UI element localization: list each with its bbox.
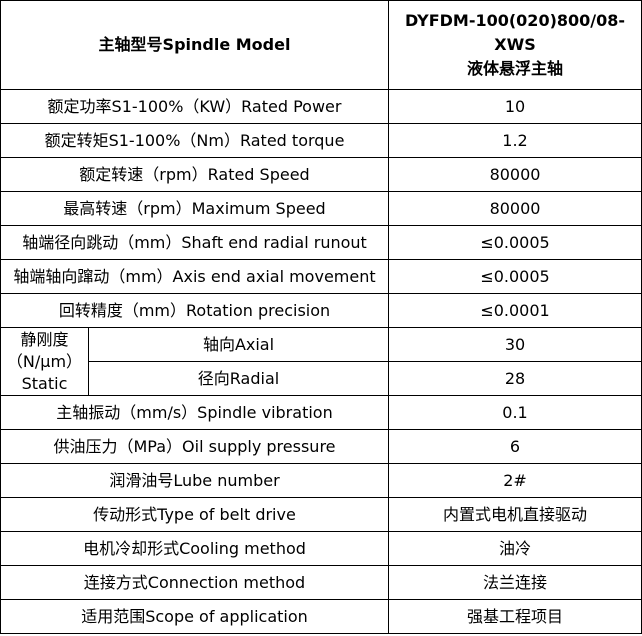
row-value: 80000 [388, 191, 642, 226]
table-row: 额定转矩S1-100%（Nm）Rated torque 1.2 [0, 123, 642, 158]
table-row: 回转精度（mm）Rotation precision ≤0.0001 [0, 293, 642, 328]
row-value: 6 [388, 429, 642, 464]
table-row: 电机冷却形式Cooling method 油冷 [0, 531, 642, 566]
table-row: 静刚度（N/μm）Static 轴向Axial 30 [0, 327, 642, 396]
table-row: 最高转速（rpm）Maximum Speed 80000 [0, 191, 642, 226]
row-label: 额定转矩S1-100%（Nm）Rated torque [0, 123, 390, 158]
row-label: 连接方式Connection method [0, 565, 390, 600]
row-label: 适用范围Scope of application [0, 599, 390, 634]
table-row: 润滑油号Lube number 2# [0, 463, 642, 498]
static-stiffness-label: 静刚度（N/μm）Static [0, 327, 89, 396]
radial-label: 径向Radial [87, 361, 390, 396]
spindle-model-label: 主轴型号Spindle Model [0, 0, 390, 90]
row-label: 轴端轴向蹿动（mm）Axis end axial movement [0, 259, 390, 294]
row-value: 强基工程项目 [388, 599, 642, 634]
axial-label: 轴向Axial [87, 327, 390, 362]
radial-value: 28 [388, 361, 642, 396]
row-value: 10 [388, 89, 642, 124]
row-label: 主轴振动（mm/s）Spindle vibration [0, 395, 390, 430]
table-row: 连接方式Connection method 法兰连接 [0, 565, 642, 600]
row-label: 额定转速（rpm）Rated Speed [0, 157, 390, 192]
header-row: 主轴型号Spindle Model DYFDM-100(020)800/08-X… [0, 0, 642, 90]
row-label: 回转精度（mm）Rotation precision [0, 293, 390, 328]
row-value: ≤0.0005 [388, 225, 642, 260]
table-row: 适用范围Scope of application 强基工程项目 [0, 599, 642, 634]
row-label: 轴端径向跳动（mm）Shaft end radial runout [0, 225, 390, 260]
row-label: 传动形式Type of belt drive [0, 497, 390, 532]
table-row: 供油压力（MPa）Oil supply pressure 6 [0, 429, 642, 464]
row-label: 润滑油号Lube number [0, 463, 390, 498]
axial-value: 30 [388, 327, 642, 362]
row-value: 0.1 [388, 395, 642, 430]
row-label: 最高转速（rpm）Maximum Speed [0, 191, 390, 226]
row-value: 80000 [388, 157, 642, 192]
table-row: 径向Radial 28 [1, 361, 642, 396]
row-value: ≤0.0005 [388, 259, 642, 294]
row-value: 内置式电机直接驱动 [388, 497, 642, 532]
spindle-model-value: DYFDM-100(020)800/08-XWS 液体悬浮主轴 [388, 0, 642, 90]
table-row: 传动形式Type of belt drive 内置式电机直接驱动 [0, 497, 642, 532]
row-label: 电机冷却形式Cooling method [0, 531, 390, 566]
row-value: ≤0.0001 [388, 293, 642, 328]
table-row: 额定转速（rpm）Rated Speed 80000 [0, 157, 642, 192]
row-value: 1.2 [388, 123, 642, 158]
table-row: 主轴振动（mm/s）Spindle vibration 0.1 [0, 395, 642, 430]
table-row: 轴端径向跳动（mm）Shaft end radial runout ≤0.000… [0, 225, 642, 260]
row-label: 供油压力（MPa）Oil supply pressure [0, 429, 390, 464]
row-label: 额定功率S1-100%（KW）Rated Power [0, 89, 390, 124]
table-row: 额定功率S1-100%（KW）Rated Power 10 [0, 89, 642, 124]
table-row: 轴端轴向蹿动（mm）Axis end axial movement ≤0.000… [0, 259, 642, 294]
model-number: DYFDM-100(020)800/08-XWS [404, 11, 626, 54]
row-value: 法兰连接 [388, 565, 642, 600]
model-description: 液体悬浮主轴 [467, 59, 564, 78]
row-value: 油冷 [388, 531, 642, 566]
row-value: 2# [388, 463, 642, 498]
